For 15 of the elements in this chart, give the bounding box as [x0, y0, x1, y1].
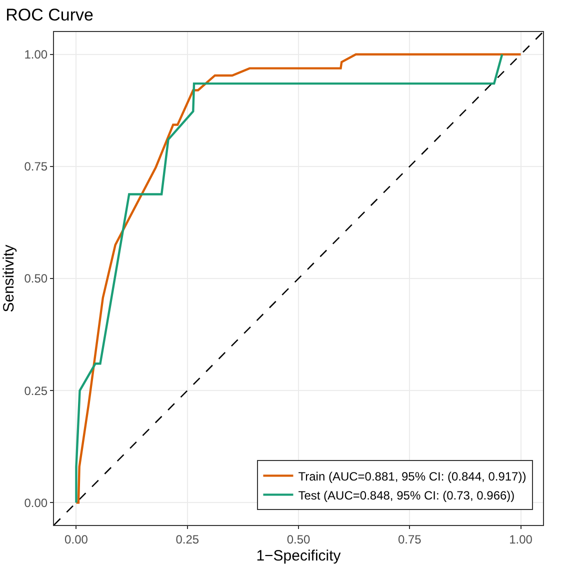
y-tick-label: 0.25	[24, 384, 48, 398]
x-tick-label: 1.00	[509, 532, 533, 546]
y-tick-label: 0.00	[24, 496, 48, 510]
y-axis-title: Sensitivity	[0, 244, 18, 312]
y-tick-label: 1.00	[24, 48, 48, 62]
x-axis-title: 1−Specificity	[256, 547, 342, 564]
chart-title: ROC Curve	[6, 6, 94, 25]
x-tick-label: 0.00	[64, 532, 88, 546]
x-tick-label: 0.50	[286, 532, 310, 546]
y-tick-label: 0.75	[24, 160, 48, 174]
x-tick-label: 0.75	[398, 532, 422, 546]
y-tick-label: 0.50	[24, 272, 48, 286]
legend-label: Test (AUC=0.848, 95% CI: (0.73, 0.966))	[298, 488, 515, 502]
x-tick-label: 0.25	[176, 532, 200, 546]
legend-label: Train (AUC=0.881, 95% CI: (0.844, 0.917))	[298, 469, 526, 484]
